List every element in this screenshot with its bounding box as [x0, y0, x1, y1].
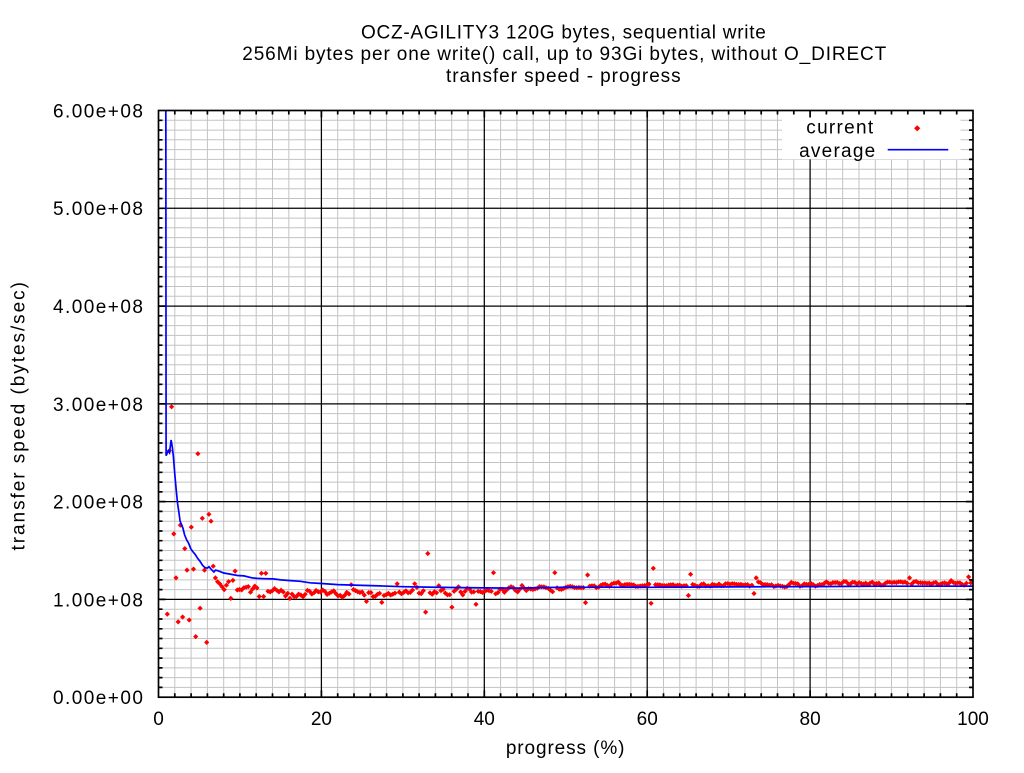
svg-text:average: average: [799, 141, 876, 162]
svg-text:256Mi bytes per one write() ca: 256Mi bytes per one write() call, up to …: [242, 44, 887, 65]
svg-text:80: 80: [800, 709, 821, 730]
svg-text:progress (%): progress (%): [506, 738, 626, 759]
svg-text:60: 60: [637, 709, 658, 730]
svg-text:3.00e+08: 3.00e+08: [53, 395, 144, 416]
svg-text:40: 40: [474, 709, 495, 730]
svg-text:OCZ-AGILITY3 120G bytes, seque: OCZ-AGILITY3 120G bytes, sequential writ…: [361, 23, 767, 44]
svg-text:20: 20: [311, 709, 332, 730]
svg-text:0: 0: [153, 709, 164, 730]
svg-text:transfer speed (bytes/sec): transfer speed (bytes/sec): [9, 280, 30, 550]
svg-text:5.00e+08: 5.00e+08: [53, 199, 144, 220]
svg-text:100: 100: [957, 709, 989, 730]
svg-text:4.00e+08: 4.00e+08: [53, 297, 144, 318]
svg-text:current: current: [806, 117, 874, 138]
svg-text:0.00e+00: 0.00e+00: [53, 688, 144, 709]
svg-text:1.00e+08: 1.00e+08: [53, 590, 144, 611]
svg-text:6.00e+08: 6.00e+08: [53, 101, 144, 122]
svg-text:2.00e+08: 2.00e+08: [53, 493, 144, 514]
svg-text:transfer speed - progress: transfer speed - progress: [446, 66, 682, 87]
